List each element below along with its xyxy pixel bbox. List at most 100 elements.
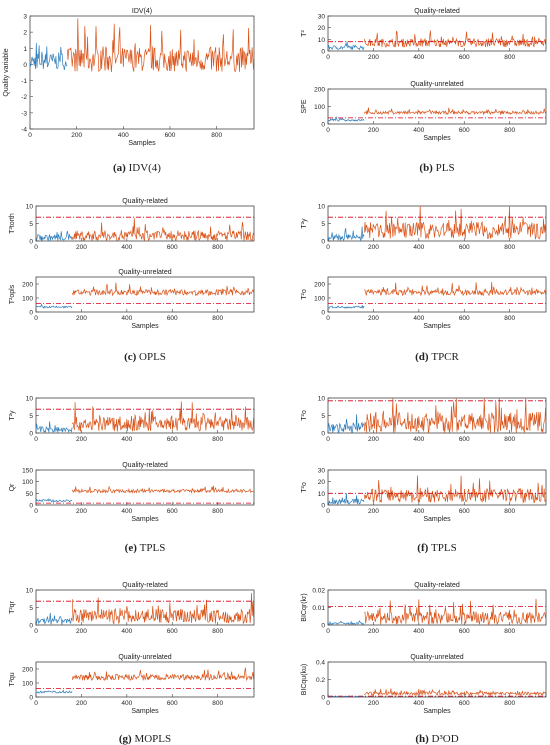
subplot-title: Quality-unrelated	[410, 81, 463, 88]
y-tick-label: 0	[29, 310, 33, 317]
x-tick-label: 0	[34, 700, 38, 707]
y-tick-label: 0.02	[312, 588, 325, 595]
panel-caption: (d) TPCR	[415, 351, 459, 363]
y-tick-label: 5	[29, 413, 33, 420]
y-axis-label: Qr	[9, 483, 16, 491]
x-tick-label: 0	[34, 508, 38, 515]
y-tick-label: -1	[21, 78, 27, 85]
y-axis-label: T²opls	[9, 284, 16, 304]
x-tick-label: 400	[121, 628, 132, 635]
x-tick-label: 800	[504, 54, 515, 61]
x-tick-label: 200	[76, 244, 87, 251]
y-tick-label: 3	[23, 14, 27, 21]
y-tick-label: 0	[321, 431, 325, 438]
normal-series-line	[35, 498, 73, 503]
x-tick-label: 600	[167, 244, 178, 251]
y-tick-label: 5	[29, 221, 33, 228]
x-tick-label: 600	[167, 700, 178, 707]
x-tick-label: 600	[165, 132, 176, 139]
axes-frame	[327, 15, 547, 52]
fault-series-line	[72, 401, 254, 432]
subplot-title: Quality-related	[122, 198, 168, 205]
normal-series-line	[35, 612, 73, 625]
y-tick-label: 2	[23, 30, 27, 37]
subplot-title: Quality-unrelated	[118, 654, 171, 661]
x-tick-label: 0	[34, 315, 38, 322]
y-tick-label: 5	[321, 221, 325, 228]
fault-series-line	[71, 485, 254, 495]
y-axis-label: T²qr	[9, 600, 16, 614]
x-tick-label: 400	[413, 315, 424, 322]
x-tick-label: 800	[504, 628, 515, 635]
x-tick-label: 400	[413, 508, 424, 515]
subplot-title: Quality-unrelated	[410, 654, 463, 661]
panel-caption: (g) MOPLS	[119, 733, 171, 745]
x-tick-label: 600	[459, 54, 470, 61]
y-axis-label: T²o	[301, 289, 308, 300]
y-tick-label: 10	[318, 491, 326, 498]
x-tick-label: 600	[459, 700, 470, 707]
axes-frame	[35, 276, 255, 313]
x-tick-label: 0	[34, 436, 38, 443]
y-axis-label: T²o	[301, 410, 308, 421]
y-tick-label: -4	[21, 127, 27, 134]
x-axis-label: Samples	[131, 323, 159, 330]
x-tick-label: 0	[34, 628, 38, 635]
caption-letter: (d)	[415, 351, 431, 363]
x-tick-label: 600	[167, 508, 178, 515]
x-tick-label: 0	[326, 700, 330, 707]
x-tick-label: 200	[368, 700, 379, 707]
y-tick-label: 10	[26, 204, 34, 211]
x-tick-label: 200	[76, 700, 87, 707]
fault-series-line	[71, 667, 254, 682]
x-tick-label: 800	[504, 315, 515, 322]
x-tick-label: 400	[413, 628, 424, 635]
y-axis-label: T²y	[9, 410, 16, 421]
x-axis-label: Samples	[131, 516, 159, 523]
y-tick-label: 0	[29, 623, 33, 630]
y-tick-label: 20	[318, 479, 326, 486]
x-tick-label: 400	[121, 315, 132, 322]
x-tick-label: 200	[76, 508, 87, 515]
y-tick-label: 0	[321, 49, 325, 56]
x-tick-label: 800	[504, 700, 515, 707]
x-tick-label: 0	[326, 315, 330, 322]
subplot-title: Quality-unrelated	[118, 269, 171, 276]
x-tick-label: 400	[121, 700, 132, 707]
x-tick-label: 0	[34, 244, 38, 251]
x-tick-label: 0	[326, 244, 330, 251]
axes-frame	[327, 661, 547, 698]
x-tick-label: 400	[413, 244, 424, 251]
y-tick-label: 30	[318, 468, 326, 475]
y-tick-label: 0	[321, 239, 325, 246]
x-tick-label: 200	[76, 315, 87, 322]
fault-series-line	[71, 282, 254, 297]
x-tick-label: 200	[368, 315, 379, 322]
normal-series-line	[327, 493, 365, 506]
y-axis-label: BICqu(ku)	[301, 664, 308, 696]
x-tick-label: 600	[167, 315, 178, 322]
normal-series-line	[327, 695, 365, 698]
caption-letter: (b)	[419, 162, 435, 174]
x-tick-label: 200	[76, 628, 87, 635]
x-tick-label: 400	[413, 54, 424, 61]
y-tick-label: 200	[314, 87, 325, 94]
x-tick-label: 200	[71, 132, 82, 139]
fault-series-line	[364, 598, 546, 626]
y-tick-label: 0	[321, 310, 325, 317]
caption-letter: (a)	[113, 162, 129, 174]
subplot-title: Quality-related	[122, 462, 168, 469]
y-tick-label: 1	[23, 46, 27, 53]
caption-name: TPLS	[140, 542, 166, 554]
x-tick-label: 600	[167, 436, 178, 443]
fault-series-line	[363, 475, 546, 504]
x-tick-label: 600	[459, 508, 470, 515]
axes-frame	[29, 15, 255, 130]
subplot-title: Quality-related	[122, 582, 168, 589]
fault-series-line	[363, 397, 546, 433]
x-tick-label: 800	[212, 436, 223, 443]
subplot-title: IDV(4)	[132, 8, 152, 15]
x-tick-label: 800	[211, 132, 222, 139]
x-tick-label: 200	[76, 436, 87, 443]
y-tick-label: 100	[314, 296, 325, 303]
